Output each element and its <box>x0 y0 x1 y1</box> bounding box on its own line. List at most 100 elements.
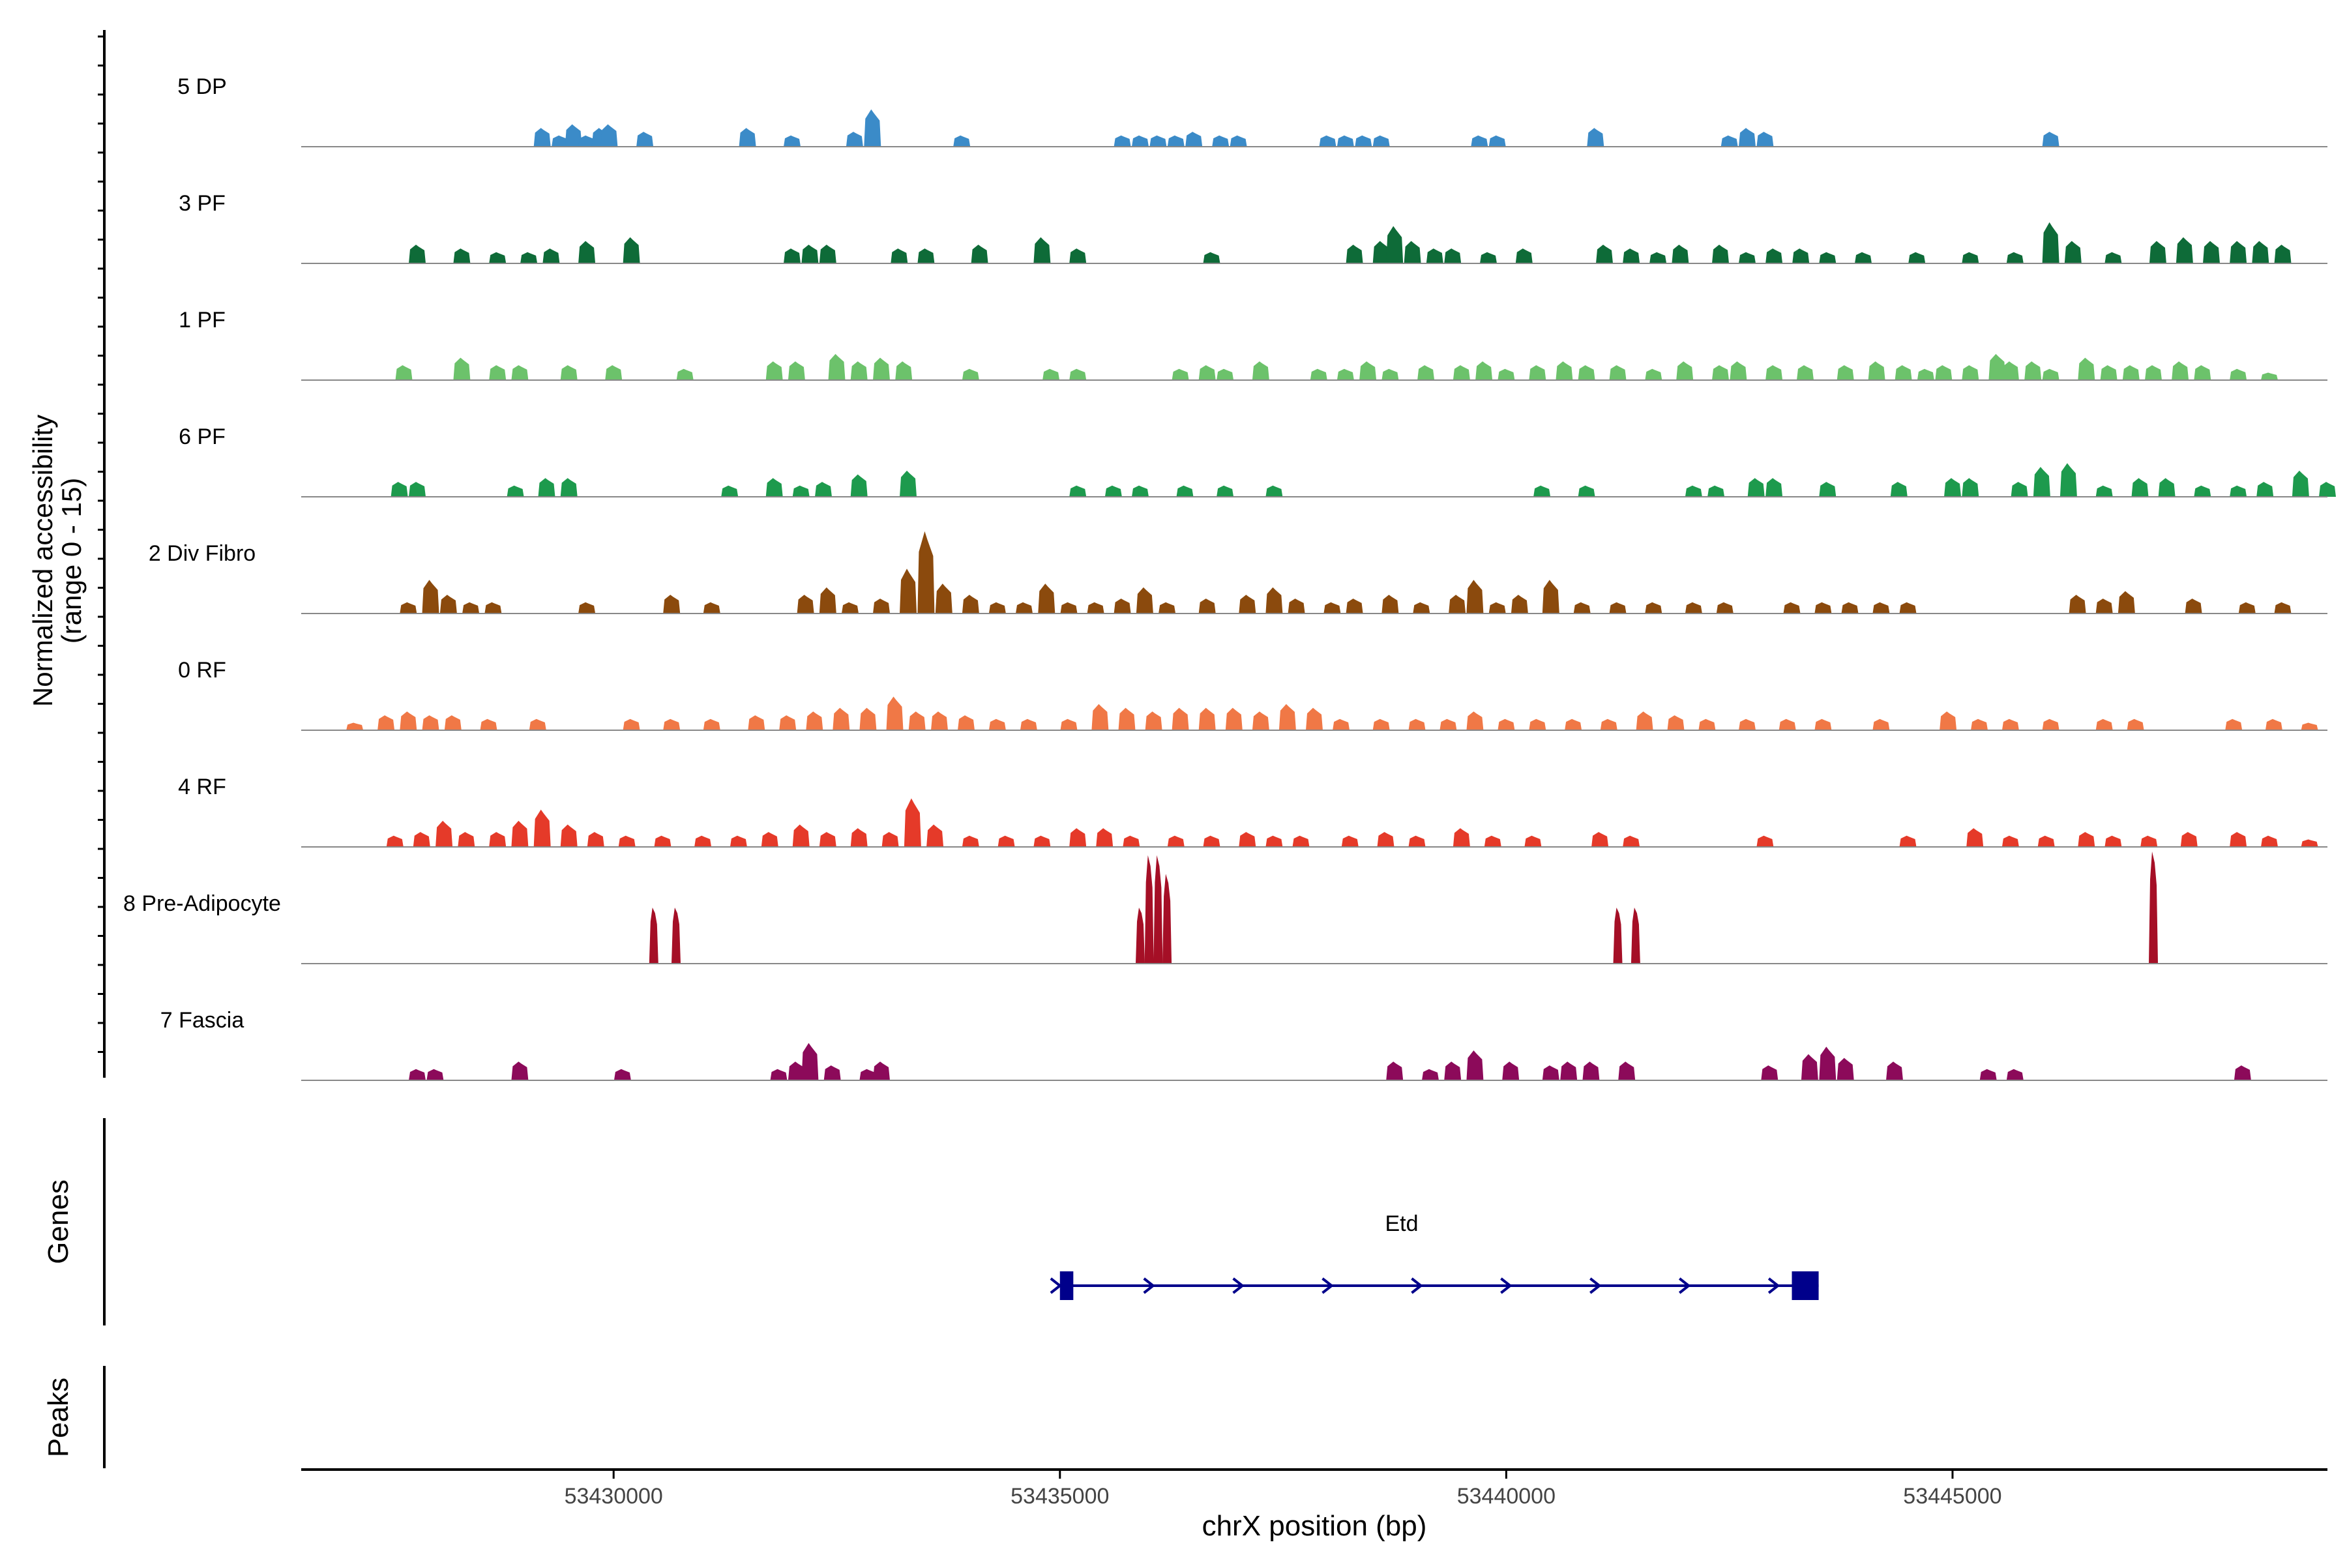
track-6-peak-46 <box>2140 835 2158 847</box>
track-2-peak-5 <box>605 365 623 380</box>
track-0-peak-29 <box>2042 132 2059 147</box>
track-8-peak-0 <box>409 1069 426 1080</box>
track-1-peak-1 <box>453 248 471 263</box>
track-2-peak-18 <box>1217 368 1234 380</box>
track-2-peak-34 <box>1712 365 1729 380</box>
track-1-peak-30 <box>1765 248 1783 263</box>
track-2: 1 PF <box>179 308 2327 381</box>
track-8-peak-2 <box>511 1061 529 1080</box>
track-6-peak-19 <box>926 824 944 847</box>
track-2-peak-31 <box>1609 365 1627 380</box>
track-1-peak-8 <box>801 244 819 263</box>
track-1-peak-13 <box>1033 237 1051 263</box>
track-0-peak-16 <box>1185 132 1203 147</box>
track-5-peak-10 <box>748 715 765 730</box>
track-3-peak-11 <box>1069 485 1087 497</box>
track-3-peak-25 <box>1944 478 1961 497</box>
track-7-peak-7 <box>1631 908 1640 964</box>
track-2-peak-53 <box>2194 365 2211 380</box>
track-1-peak-31 <box>1792 248 1810 263</box>
track-6-peak-22 <box>1033 835 1051 847</box>
track-5-peak-47 <box>1940 711 1957 730</box>
track-3-peak-3 <box>538 478 555 497</box>
track-2-peak-32 <box>1645 368 1662 380</box>
track-5-peak-17 <box>931 711 948 730</box>
track-4-peak-18 <box>1038 584 1055 614</box>
track-2-peak-28 <box>1529 365 1546 380</box>
track-2-peak-21 <box>1336 368 1354 380</box>
track-1-peak-33 <box>1855 252 1872 263</box>
track-6-peak-34 <box>1453 828 1470 847</box>
track-5-peak-31 <box>1333 718 1350 730</box>
track-1-peak-44 <box>2252 241 2269 263</box>
track-5-peak-0 <box>346 722 364 730</box>
track-8-peak-14 <box>1502 1061 1520 1080</box>
track-6-peak-23 <box>1069 828 1087 847</box>
track-5-peak-38 <box>1565 718 1582 730</box>
track-5-peak-49 <box>2001 718 2019 730</box>
track-8-peak-1 <box>426 1069 444 1080</box>
track-1-peak-23 <box>1515 248 1533 263</box>
track-0-peak-14 <box>1149 135 1167 147</box>
track-1-peak-5 <box>578 241 596 263</box>
track-label: 0 RF <box>178 658 226 683</box>
gene-model: Etd <box>1050 1211 1819 1300</box>
track-0-peak-24 <box>1488 135 1506 147</box>
track-8-peak-21 <box>1819 1046 1837 1080</box>
genes-panel-label: Genes <box>42 1179 74 1264</box>
track-4-peak-33 <box>1466 580 1484 614</box>
track-3-peak-21 <box>1747 478 1765 497</box>
track-4-peak-9 <box>819 587 836 614</box>
track-4-peak-52 <box>2274 602 2292 614</box>
track-4-peak-28 <box>1323 602 1341 614</box>
coverage-y-ticks <box>98 35 104 1053</box>
track-4-peak-10 <box>842 602 859 614</box>
track-4-peak-20 <box>1087 602 1104 614</box>
track-7-peak-1 <box>672 908 681 964</box>
track-1-peak-27 <box>1672 244 1689 263</box>
track-4-peak-50 <box>2185 599 2202 614</box>
track-3-peak-6 <box>765 478 783 497</box>
track-0-peak-15 <box>1167 135 1185 147</box>
track-1-peak-0 <box>409 244 426 263</box>
track-5-peak-48 <box>1971 718 1988 730</box>
track-8-peak-22 <box>1837 1058 1854 1080</box>
track-label: 8 Pre-Adipocyte <box>123 891 281 916</box>
track-1-peak-35 <box>1962 252 1979 263</box>
track-4-peak-45 <box>1872 602 1890 614</box>
track-0-peak-11 <box>953 135 971 147</box>
track-label: 3 PF <box>179 191 226 216</box>
track-5-peak-28 <box>1252 711 1269 730</box>
track-3-peak-10 <box>900 470 917 497</box>
track-3-peak-12 <box>1104 485 1122 497</box>
track-4-peak-29 <box>1346 599 1363 614</box>
track-5-peak-46 <box>1872 718 1890 730</box>
track-0-peak-5 <box>600 124 618 147</box>
gene-exon-1 <box>1792 1271 1819 1300</box>
track-0-peak-22 <box>1372 135 1390 147</box>
track-6-peak-20 <box>962 835 979 847</box>
track-0-peak-0 <box>533 128 551 147</box>
track-8-peak-4 <box>770 1069 788 1080</box>
track-1-peak-14 <box>1069 248 1087 263</box>
track-8-peak-16 <box>1560 1061 1578 1080</box>
track-6-peak-11 <box>694 835 712 847</box>
track-0-peak-25 <box>1587 128 1604 147</box>
track-4-peak-16 <box>988 602 1006 614</box>
track-1-peak-3 <box>520 252 538 263</box>
track-3-peak-7 <box>792 485 810 497</box>
track-6-peak-7 <box>560 824 578 847</box>
track-4-peak-44 <box>1841 602 1859 614</box>
track-0-peak-3 <box>578 135 596 147</box>
track-3-peak-23 <box>1819 482 1837 497</box>
track-1-peak-21 <box>1444 248 1462 263</box>
track-4-peak-6 <box>663 595 681 614</box>
gene-strand-arrow <box>1500 1277 1513 1294</box>
track-3-peak-1 <box>409 482 426 497</box>
track-0-peak-19 <box>1319 135 1336 147</box>
track-6-peak-14 <box>792 824 810 847</box>
track-2-peak-42 <box>1935 365 1953 380</box>
track-3-peak-16 <box>1265 485 1283 497</box>
track-4-peak-40 <box>1685 602 1702 614</box>
track-1-peak-29 <box>1739 252 1756 263</box>
